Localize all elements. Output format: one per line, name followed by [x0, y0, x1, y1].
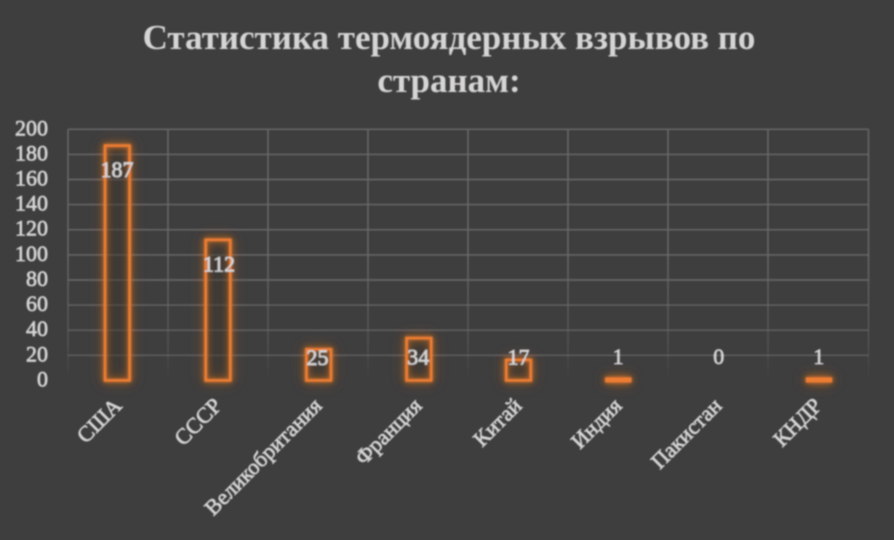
svg-text:17: 17: [508, 344, 530, 369]
svg-text:100: 100: [15, 241, 48, 266]
svg-text:40: 40: [26, 316, 48, 341]
svg-text:1: 1: [813, 344, 824, 369]
svg-text:КНДР: КНДР: [768, 393, 827, 452]
svg-text:140: 140: [15, 191, 48, 216]
svg-text:20: 20: [26, 341, 48, 366]
svg-text:1: 1: [613, 344, 624, 369]
svg-text:Пакистан: Пакистан: [646, 393, 727, 474]
svg-text:160: 160: [15, 166, 48, 191]
svg-text:60: 60: [26, 291, 48, 316]
svg-text:странам:: странам:: [377, 61, 520, 100]
svg-text:Франция: Франция: [350, 393, 427, 470]
svg-text:120: 120: [15, 216, 48, 241]
svg-text:СССР: СССР: [169, 393, 226, 450]
svg-text:112: 112: [203, 251, 235, 276]
svg-text:Индия: Индия: [566, 393, 627, 454]
svg-text:80: 80: [26, 266, 48, 291]
svg-text:200: 200: [15, 115, 48, 140]
svg-text:180: 180: [15, 140, 48, 165]
svg-text:Китай: Китай: [468, 393, 527, 452]
svg-text:34: 34: [407, 345, 429, 370]
svg-text:25: 25: [307, 345, 329, 370]
svg-text:США: США: [72, 393, 127, 448]
svg-text:Статистика термоядерных взрыво: Статистика термоядерных взрывов по: [143, 18, 756, 57]
svg-text:0: 0: [37, 366, 48, 391]
svg-text:187: 187: [101, 157, 134, 182]
svg-text:0: 0: [713, 344, 724, 369]
